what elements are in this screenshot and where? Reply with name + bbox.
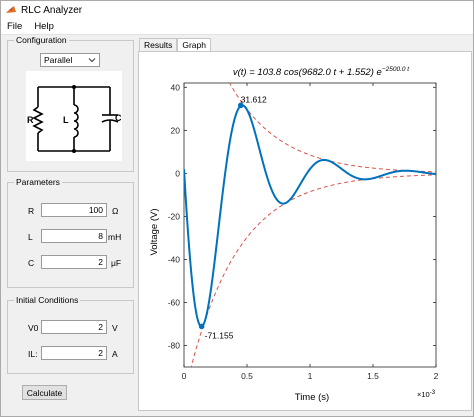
param-c-unit: μF	[111, 258, 122, 268]
envelope-upper	[229, 83, 436, 173]
menu-file[interactable]: File	[7, 21, 23, 32]
calculate-button[interactable]: Calculate	[22, 385, 67, 400]
x-axis-exponent: ×10-3	[417, 390, 436, 399]
envelope-lower	[190, 174, 436, 367]
x-tick-label: 1	[308, 371, 313, 381]
initial-v0-unit: V	[112, 323, 118, 333]
param-c-input[interactable]: 2	[41, 255, 107, 269]
x-tick-label: 0.5	[241, 371, 253, 381]
voltage-chart: v(t) = 103.8 cos(9682.0 t + 1.552) e−250…	[149, 66, 439, 403]
menu-bar: File Help	[1, 19, 473, 35]
initial-v0-input[interactable]: 2	[41, 320, 107, 334]
y-tick-label: -80	[168, 340, 181, 350]
x-axis-label: Time (s)	[295, 392, 329, 403]
tab-graph[interactable]: Graph	[177, 38, 211, 52]
voltage-curve	[184, 104, 436, 328]
tab-bar: Results Graph	[139, 38, 211, 52]
y-axis-label: Voltage (V)	[149, 209, 160, 256]
circuit-label-l: L	[63, 115, 69, 125]
data-tip-label: -71.155	[205, 330, 234, 340]
graph-tab-content: v(t) = 103.8 cos(9682.0 t + 1.552) e−250…	[138, 51, 472, 411]
param-c-label: C	[28, 258, 35, 268]
data-tip-marker	[198, 323, 205, 330]
parameters-panel-title: Parameters	[14, 177, 62, 187]
initial-il-label: IL:	[28, 349, 38, 359]
param-r-unit: Ω	[112, 206, 119, 216]
y-tick-label: 40	[171, 82, 181, 92]
configuration-dropdown[interactable]: Parallel	[40, 53, 100, 67]
plot-frame	[183, 82, 437, 368]
initial-il-unit: A	[112, 349, 118, 359]
y-tick-label: -20	[168, 211, 181, 221]
chevron-down-icon	[88, 58, 96, 63]
chart-title: v(t) = 103.8 cos(9682.0 t + 1.552) e−250…	[233, 66, 410, 78]
window-title: RLC Analyzer	[21, 4, 83, 16]
x-tick-label: 1.5	[367, 371, 379, 381]
circuit-label-r: R	[27, 115, 34, 125]
param-l-input[interactable]: 8	[41, 229, 107, 243]
data-tip-label: 31.612	[241, 94, 267, 104]
title-bar: RLC Analyzer	[1, 1, 473, 19]
chart-axes: 0 0.5 1 1.5 2 40 20 0 -20 -40 -60 -80	[168, 82, 439, 381]
initial-conditions-panel: Initial Conditions	[7, 295, 134, 374]
parameters-panel: Parameters	[7, 177, 134, 288]
plot-clip-group	[184, 83, 436, 367]
param-r-input[interactable]: 100	[41, 203, 107, 217]
initial-v0-label: V0	[28, 323, 39, 333]
y-tick-label: 0	[175, 168, 180, 178]
y-tick-label: 20	[171, 125, 181, 135]
initial-il-input[interactable]: 2	[41, 346, 107, 360]
configuration-selected-value: Parallel	[44, 55, 73, 65]
x-tick-label: 0	[182, 371, 187, 381]
y-tick-label: -40	[168, 254, 181, 264]
configuration-panel-title: Configuration	[14, 35, 69, 45]
param-l-unit: mH	[108, 232, 122, 242]
data-tip-marker	[237, 102, 244, 109]
x-tick-label: 2	[434, 371, 439, 381]
param-r-label: R	[28, 206, 35, 216]
menu-help[interactable]: Help	[34, 21, 54, 32]
initial-conditions-panel-title: Initial Conditions	[14, 295, 81, 305]
circuit-label-c: C	[115, 113, 122, 123]
param-l-label: L	[28, 232, 33, 242]
tab-results[interactable]: Results	[139, 38, 178, 52]
chart-plot-area: 31.612 -71.155	[184, 83, 436, 367]
matlab-app-icon	[5, 4, 17, 16]
y-tick-label: -60	[168, 297, 181, 307]
circuit-diagram: R L C	[26, 71, 122, 161]
